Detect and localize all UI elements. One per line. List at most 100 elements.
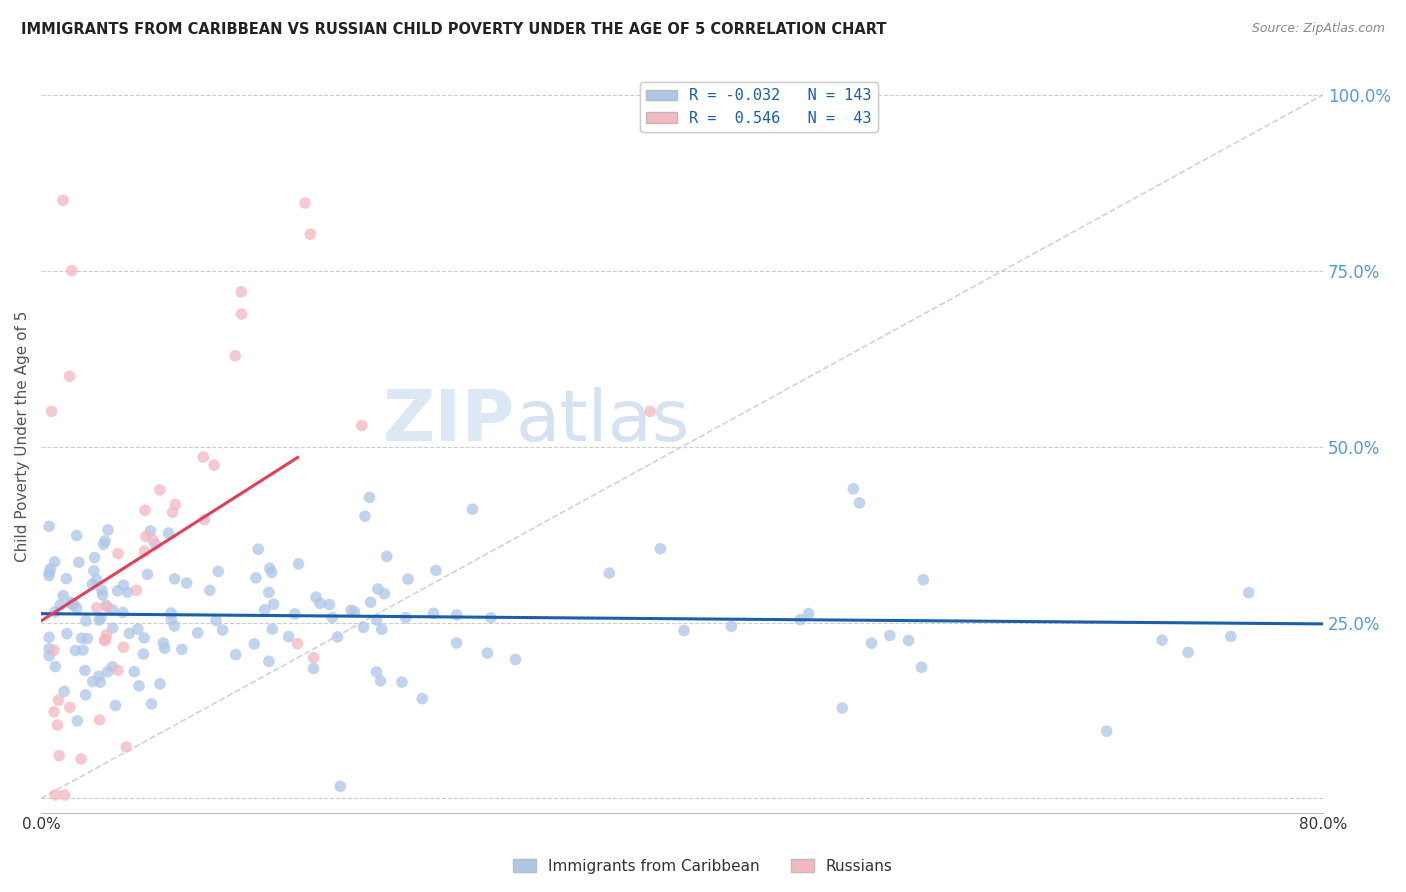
Point <box>49 598 72 612</box>
Point <box>371 622 394 636</box>
Point <box>309 596 332 610</box>
Point <box>93 537 115 551</box>
Point <box>446 636 468 650</box>
Point <box>58 369 80 384</box>
Point <box>284 607 307 621</box>
Point <box>39 562 62 576</box>
Point <box>101 621 124 635</box>
Point <box>65 643 87 657</box>
Point <box>340 603 363 617</box>
Point <box>97 523 120 537</box>
Point <box>141 697 163 711</box>
Text: IMMIGRANTS FROM CARIBBEAN VS RUSSIAN CHILD POVERTY UNDER THE AGE OF 5 CORRELATIO: IMMIGRANTS FROM CARIBBEAN VS RUSSIAN CHI… <box>21 22 887 37</box>
Point <box>224 349 246 363</box>
Point <box>302 650 325 665</box>
Point <box>42 643 65 657</box>
Point <box>52 194 75 208</box>
Point <box>287 637 309 651</box>
Point <box>831 701 853 715</box>
Point <box>153 641 176 656</box>
Point <box>48 748 70 763</box>
Point <box>198 583 221 598</box>
Point <box>135 529 157 543</box>
Point <box>42 705 65 719</box>
Point <box>366 613 388 627</box>
Text: Source: ZipAtlas.com: Source: ZipAtlas.com <box>1251 22 1385 36</box>
Point <box>38 519 60 533</box>
Point <box>94 598 117 612</box>
Point <box>134 544 156 558</box>
Point <box>360 595 382 609</box>
Point <box>107 663 129 677</box>
Point <box>446 607 468 622</box>
Point <box>673 624 696 638</box>
Point <box>44 659 66 673</box>
Point <box>65 601 87 615</box>
Point <box>326 630 349 644</box>
Legend: Immigrants from Caribbean, Russians: Immigrants from Caribbean, Russians <box>508 853 898 880</box>
Point <box>505 652 527 666</box>
Point <box>477 646 499 660</box>
Point <box>1219 630 1241 644</box>
Point <box>52 589 75 603</box>
Point <box>1177 645 1199 659</box>
Point <box>128 679 150 693</box>
Point <box>370 673 392 688</box>
Point <box>66 528 89 542</box>
Point <box>152 636 174 650</box>
Point <box>89 675 111 690</box>
Point <box>132 631 155 645</box>
Point <box>163 572 186 586</box>
Point <box>391 675 413 690</box>
Point <box>38 566 60 580</box>
Point <box>860 636 883 650</box>
Point <box>187 625 209 640</box>
Point <box>350 418 373 433</box>
Point <box>170 642 193 657</box>
Point <box>87 669 110 683</box>
Point <box>411 691 433 706</box>
Point <box>225 648 247 662</box>
Point <box>257 585 280 599</box>
Point <box>75 688 97 702</box>
Point <box>59 700 82 714</box>
Point <box>60 595 83 609</box>
Point <box>259 561 281 575</box>
Point <box>125 583 148 598</box>
Point <box>1095 724 1118 739</box>
Point <box>352 620 374 634</box>
Point <box>367 582 389 596</box>
Point <box>650 541 672 556</box>
Point <box>302 661 325 675</box>
Point <box>257 654 280 668</box>
Point <box>366 665 388 679</box>
Point <box>176 576 198 591</box>
Point <box>359 491 381 505</box>
Point <box>46 718 69 732</box>
Point <box>107 583 129 598</box>
Point <box>118 626 141 640</box>
Point <box>132 647 155 661</box>
Point <box>127 622 149 636</box>
Point <box>848 496 870 510</box>
Point <box>165 498 187 512</box>
Text: atlas: atlas <box>516 386 690 456</box>
Point <box>89 713 111 727</box>
Point <box>82 674 104 689</box>
Point <box>394 611 416 625</box>
Point <box>112 640 135 655</box>
Point <box>94 533 117 548</box>
Point <box>253 603 276 617</box>
Point <box>373 587 395 601</box>
Point <box>321 610 343 624</box>
Point <box>1152 633 1174 648</box>
Point <box>60 598 83 612</box>
Point <box>910 660 932 674</box>
Point <box>60 263 83 277</box>
Point <box>160 606 183 620</box>
Point <box>243 637 266 651</box>
Point <box>62 598 84 612</box>
Point <box>53 684 76 698</box>
Point <box>211 623 233 637</box>
Point <box>1237 585 1260 599</box>
